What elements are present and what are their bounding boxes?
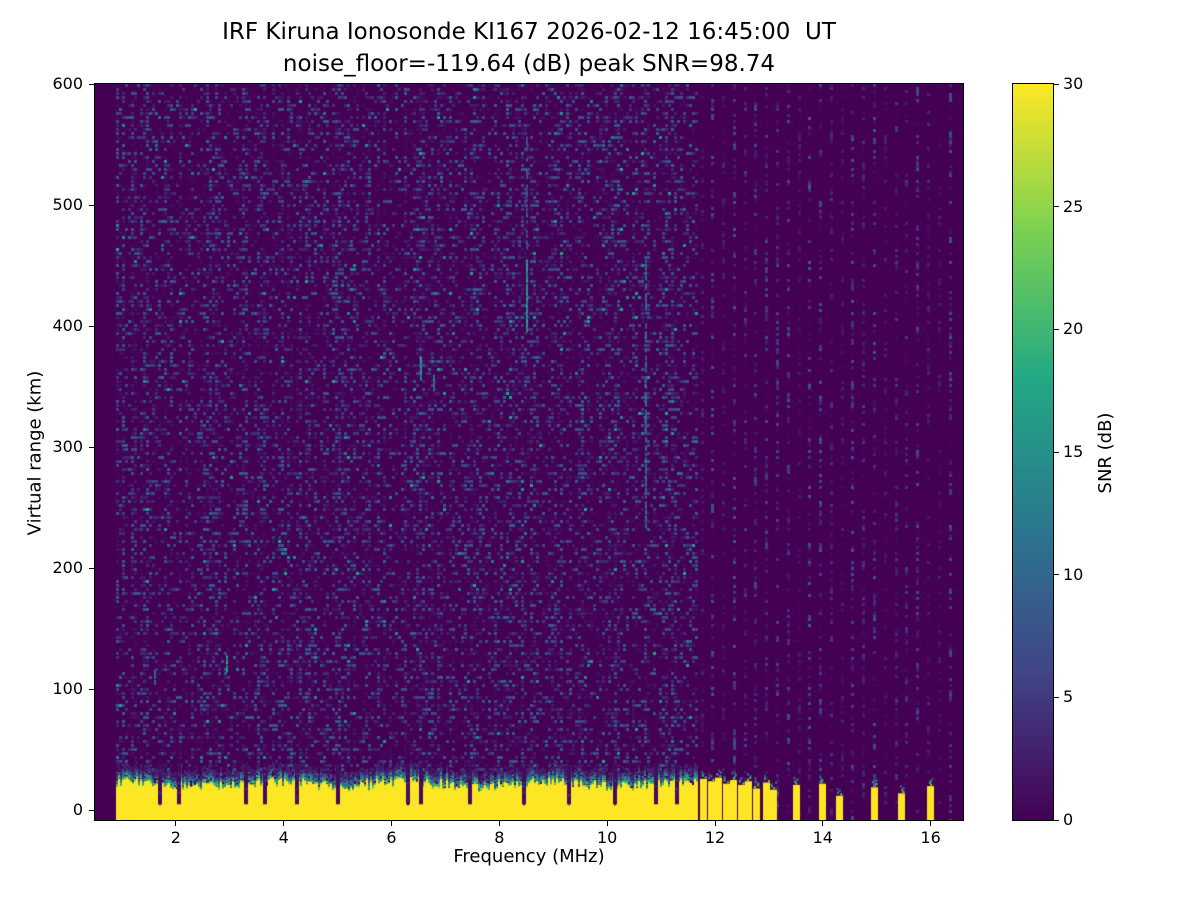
colorbar-tick-mark	[1054, 696, 1059, 698]
x-tick-label: 12	[704, 828, 726, 847]
x-tick-label: 4	[278, 828, 289, 847]
x-axis-label: Frequency (MHz)	[453, 846, 605, 867]
chart-title-line1: IRF Kiruna Ionosonde KI167 2026-02-12 16…	[222, 19, 836, 45]
colorbar-tick-mark	[1054, 574, 1059, 576]
colorbar-tick-mark	[1054, 206, 1059, 208]
x-tick-mark	[391, 821, 393, 826]
y-tick-label: 0	[72, 800, 83, 820]
x-tick-mark	[283, 821, 285, 826]
y-tick-mark	[89, 567, 94, 569]
colorbar	[1012, 83, 1054, 821]
colorbar-tick-label: 15	[1063, 442, 1084, 461]
y-tick-label: 100	[52, 679, 83, 699]
y-tick-mark	[89, 809, 94, 811]
x-tick-mark	[714, 821, 716, 826]
x-tick-label: 6	[386, 828, 397, 847]
colorbar-tick-mark	[1054, 451, 1059, 453]
y-tick-mark	[89, 688, 94, 690]
x-tick-mark	[498, 821, 500, 826]
ionogram-heatmap	[95, 84, 963, 820]
colorbar-tick-mark	[1054, 328, 1059, 330]
y-tick-label: 200	[52, 558, 83, 578]
colorbar-tick-label: 30	[1063, 74, 1084, 93]
y-tick-mark	[89, 325, 94, 327]
x-tick-mark	[822, 821, 824, 826]
colorbar-tick-mark	[1054, 819, 1059, 821]
colorbar-tick-label: 5	[1063, 687, 1074, 707]
x-tick-mark	[606, 821, 608, 826]
colorbar-tick-mark	[1054, 83, 1059, 85]
x-tick-label: 2	[170, 828, 181, 847]
y-tick-label: 600	[52, 74, 83, 93]
y-tick-label: 400	[52, 316, 83, 336]
chart-title-line2: noise_floor=-119.64 (dB) peak SNR=98.74	[282, 51, 776, 77]
colorbar-tick-label: 25	[1063, 196, 1084, 216]
y-tick-mark	[89, 446, 94, 448]
x-tick-mark	[930, 821, 932, 826]
y-tick-label: 500	[52, 195, 83, 215]
colorbar-tick-label: 10	[1063, 564, 1084, 584]
x-tick-mark	[175, 821, 177, 826]
y-tick-mark	[89, 83, 94, 85]
x-tick-label: 16	[920, 828, 941, 847]
colorbar-tick-label: 0	[1063, 810, 1074, 829]
y-tick-label: 300	[52, 437, 83, 457]
x-tick-label: 8	[494, 828, 505, 847]
colorbar-tick-label: 20	[1063, 319, 1084, 339]
colorbar-label: SNR (dB)	[1095, 412, 1116, 494]
x-tick-label: 14	[812, 828, 833, 847]
x-tick-label: 10	[596, 828, 618, 847]
y-tick-mark	[89, 204, 94, 206]
